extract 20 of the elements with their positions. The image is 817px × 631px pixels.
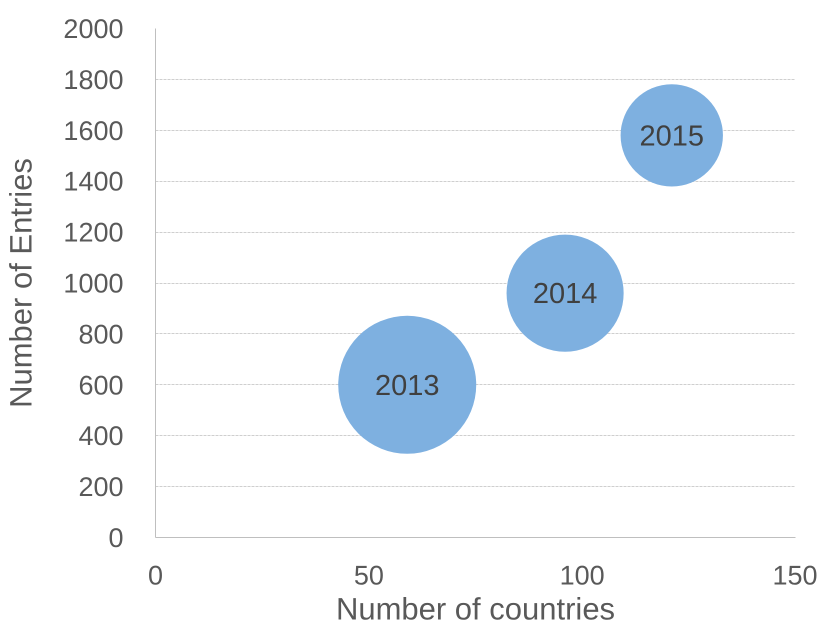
y-tick-label: 0	[108, 523, 124, 553]
y-tick-label: 2000	[63, 14, 124, 44]
y-tick-label: 200	[78, 472, 124, 502]
y-tick-label: 400	[78, 421, 124, 452]
y-tick-label: 1400	[63, 166, 124, 197]
y-axis-title: Number of Entries	[3, 158, 38, 408]
y-tick-label: 600	[78, 370, 124, 400]
x-tick-label: 50	[354, 560, 384, 590]
x-tick-label: 150	[772, 560, 817, 590]
annotation: 2014	[532, 278, 598, 310]
annotation: 2015	[640, 120, 704, 152]
x-tick-label: 0	[148, 560, 164, 590]
y-tick-label: 800	[78, 319, 124, 350]
annotation: 2013	[374, 370, 440, 402]
y-tick-label: 1000	[63, 268, 124, 298]
y-tick-label: 1200	[63, 218, 124, 248]
y-tick-label: 1800	[63, 64, 124, 95]
x-tick-label: 100	[560, 560, 605, 590]
y-tick-label: 1600	[63, 116, 124, 146]
x-axis-title: Number of countries	[336, 592, 616, 626]
